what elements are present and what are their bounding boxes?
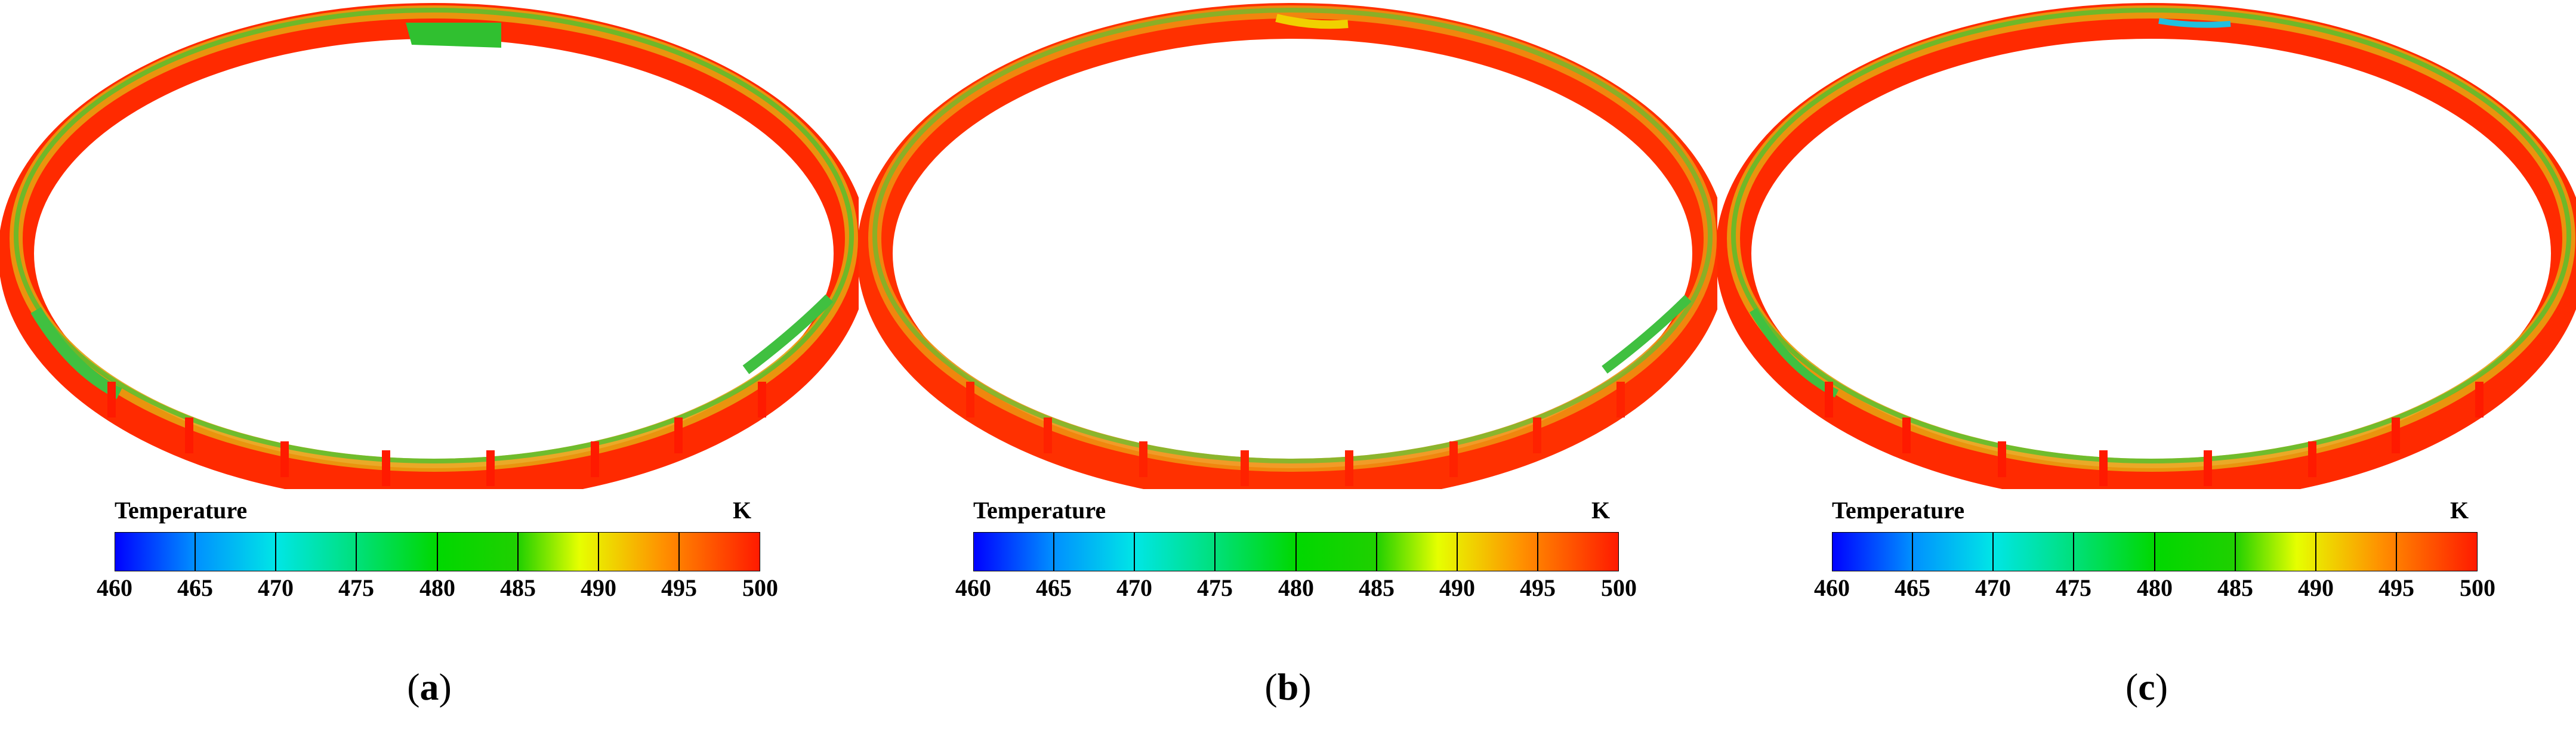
- colorbar-title: Temperature: [1832, 497, 1965, 524]
- tick-label: 470: [1975, 574, 2011, 601]
- tick-label: 485: [2217, 574, 2253, 601]
- tick-label: 490: [1439, 574, 1475, 601]
- colorbar-unit: K: [2450, 497, 2469, 524]
- ring-c-figure: [1717, 3, 2576, 489]
- ring-tabs: [966, 382, 1625, 486]
- subfigure-label: (c): [2125, 666, 2168, 708]
- panel-c: Temperature K 460 465 470 475 480 485 49…: [1717, 0, 2576, 736]
- ring-inner-edge: [1731, 8, 2571, 463]
- tick-label: 475: [338, 574, 374, 601]
- tick-label: 495: [661, 574, 697, 601]
- ring-tabs: [107, 382, 766, 486]
- subfigure-label: (a): [407, 666, 452, 708]
- tick-label: 460: [1814, 574, 1850, 601]
- colorbar: [1832, 532, 2478, 571]
- colorbar-ticks: 460 465 470 475 480 485 490 495 500: [1717, 574, 2576, 604]
- tick-label: 490: [581, 574, 616, 601]
- tick-label: 500: [2460, 574, 2495, 601]
- tick-label: 500: [1601, 574, 1637, 601]
- tick-label: 460: [955, 574, 991, 601]
- tick-label: 460: [97, 574, 132, 601]
- hotspot-yellow-top: [1275, 14, 1349, 29]
- tick-label: 485: [500, 574, 536, 601]
- colorbar-unit: K: [733, 497, 752, 524]
- tick-label: 485: [1359, 574, 1395, 601]
- tick-label: 470: [1116, 574, 1152, 601]
- tick-label: 490: [2298, 574, 2334, 601]
- tick-label: 480: [2137, 574, 2173, 601]
- ring-body: [0, 3, 859, 489]
- ring-a-figure: [0, 3, 859, 489]
- tick-label: 500: [742, 574, 778, 601]
- tick-label: 475: [1197, 574, 1233, 601]
- ring-body: [859, 3, 1717, 489]
- cool-spot-top: [2158, 18, 2231, 28]
- ring-tabs: [1825, 382, 2484, 486]
- ring-b-figure: [859, 3, 1717, 489]
- hotspot-green-top: [406, 23, 501, 48]
- tick-label: 470: [258, 574, 294, 601]
- tick-label: 465: [1895, 574, 1930, 601]
- colorbar-title: Temperature: [973, 497, 1106, 524]
- tick-label: 465: [1036, 574, 1072, 601]
- cool-region-right: [1602, 295, 1692, 374]
- colorbar: [115, 532, 760, 571]
- tick-label: 465: [177, 574, 213, 601]
- colorbar-ticks: 460 465 470 475 480 485 490 495 500: [0, 574, 859, 604]
- tick-label: 480: [419, 574, 455, 601]
- colorbar-title: Temperature: [115, 497, 248, 524]
- ring-body: [1717, 3, 2576, 489]
- subfigure-label: (b): [1264, 666, 1312, 708]
- tick-label: 475: [2056, 574, 2091, 601]
- ring-inner-edge: [14, 8, 854, 463]
- cool-region-right: [742, 294, 834, 375]
- colorbar-unit: K: [1591, 497, 1611, 524]
- colorbar: [973, 532, 1619, 571]
- panel-a: Temperature K 460 465 470 475 480 485 49…: [0, 0, 859, 736]
- ring-inner-edge: [872, 8, 1713, 463]
- panel-b: Temperature K 460 465 470 475 480 485 49…: [859, 0, 1717, 736]
- tick-label: 495: [2378, 574, 2414, 601]
- tick-label: 480: [1278, 574, 1314, 601]
- colorbar-ticks: 460 465 470 475 480 485 490 495 500: [859, 574, 1717, 604]
- tick-label: 495: [1520, 574, 1556, 601]
